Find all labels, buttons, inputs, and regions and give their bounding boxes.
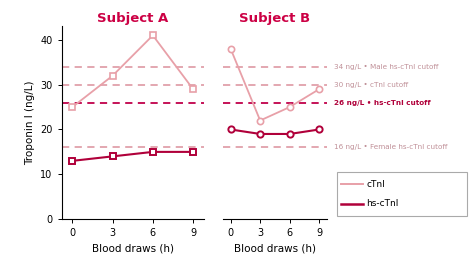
Text: hs-cTnI: hs-cTnI [366, 199, 399, 209]
Text: 26 ng/L • hs-cTnI cutoff: 26 ng/L • hs-cTnI cutoff [334, 100, 431, 106]
Title: Subject A: Subject A [97, 12, 168, 25]
Text: 16 ng/L • Female hs-cTnI cutoff: 16 ng/L • Female hs-cTnI cutoff [334, 144, 447, 150]
X-axis label: Blood draws (h): Blood draws (h) [234, 244, 316, 254]
Text: 34 ng/L • Male hs-cTnI cutoff: 34 ng/L • Male hs-cTnI cutoff [334, 64, 438, 70]
Text: cTnI: cTnI [366, 180, 385, 189]
Y-axis label: Troponin I (ng/L): Troponin I (ng/L) [25, 81, 35, 165]
X-axis label: Blood draws (h): Blood draws (h) [92, 244, 173, 254]
Text: 30 ng/L • cTnI cutoff: 30 ng/L • cTnI cutoff [334, 82, 408, 88]
Title: Subject B: Subject B [239, 12, 310, 25]
